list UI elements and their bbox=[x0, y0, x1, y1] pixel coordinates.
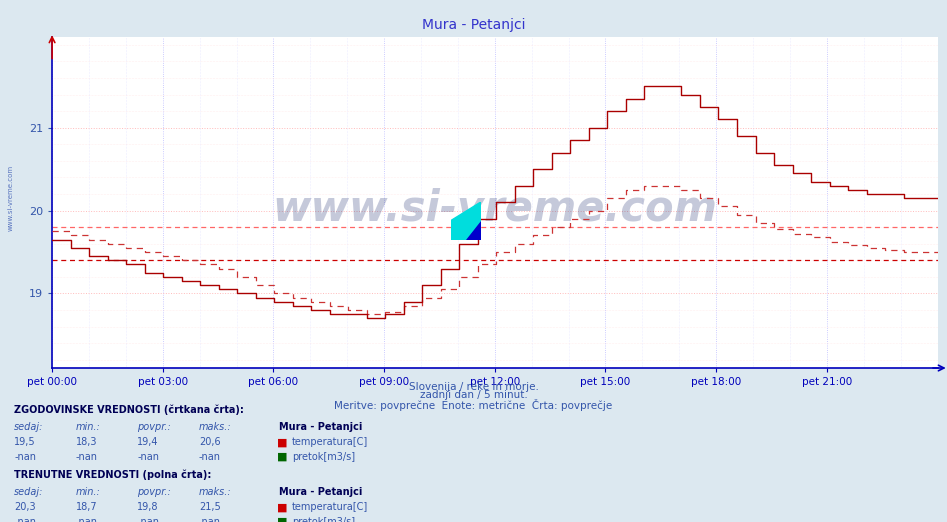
Text: temperatura[C]: temperatura[C] bbox=[292, 502, 368, 512]
Text: 19,8: 19,8 bbox=[137, 502, 159, 512]
Text: ■: ■ bbox=[277, 452, 287, 462]
Text: www.si-vreme.com: www.si-vreme.com bbox=[8, 165, 13, 231]
Text: 19,4: 19,4 bbox=[137, 437, 159, 447]
Text: -nan: -nan bbox=[137, 517, 159, 522]
Text: sedaj:: sedaj: bbox=[14, 487, 44, 496]
Polygon shape bbox=[451, 202, 481, 240]
Text: 21,5: 21,5 bbox=[199, 502, 221, 512]
Text: 20,3: 20,3 bbox=[14, 502, 36, 512]
Text: -nan: -nan bbox=[14, 517, 36, 522]
Text: Slovenija / reke in morje.: Slovenija / reke in morje. bbox=[408, 382, 539, 392]
Text: Mura - Petanjci: Mura - Petanjci bbox=[279, 422, 363, 432]
Text: zadnji dan / 5 minut.: zadnji dan / 5 minut. bbox=[420, 390, 527, 400]
Text: ■: ■ bbox=[277, 437, 287, 447]
Text: -nan: -nan bbox=[199, 452, 221, 462]
Text: temperatura[C]: temperatura[C] bbox=[292, 437, 368, 447]
Text: maks.:: maks.: bbox=[199, 487, 231, 496]
Text: -nan: -nan bbox=[76, 452, 98, 462]
Text: -nan: -nan bbox=[14, 452, 36, 462]
Text: povpr.:: povpr.: bbox=[137, 422, 171, 432]
Text: ZGODOVINSKE VREDNOSTI (črtkana črta):: ZGODOVINSKE VREDNOSTI (črtkana črta): bbox=[14, 405, 244, 415]
Text: 19,5: 19,5 bbox=[14, 437, 36, 447]
Text: 18,7: 18,7 bbox=[76, 502, 98, 512]
Text: sedaj:: sedaj: bbox=[14, 422, 44, 432]
Text: Meritve: povprečne  Enote: metrične  Črta: povprečje: Meritve: povprečne Enote: metrične Črta:… bbox=[334, 399, 613, 411]
Text: TRENUTNE VREDNOSTI (polna črta):: TRENUTNE VREDNOSTI (polna črta): bbox=[14, 469, 211, 480]
Text: min.:: min.: bbox=[76, 487, 100, 496]
Text: 20,6: 20,6 bbox=[199, 437, 221, 447]
Text: pretok[m3/s]: pretok[m3/s] bbox=[292, 517, 355, 522]
Text: pretok[m3/s]: pretok[m3/s] bbox=[292, 452, 355, 462]
Text: www.si-vreme.com: www.si-vreme.com bbox=[273, 188, 717, 230]
Text: 18,3: 18,3 bbox=[76, 437, 98, 447]
Text: ■: ■ bbox=[277, 517, 287, 522]
Text: min.:: min.: bbox=[76, 422, 100, 432]
Text: -nan: -nan bbox=[76, 517, 98, 522]
Text: ■: ■ bbox=[277, 502, 287, 512]
Text: -nan: -nan bbox=[137, 452, 159, 462]
Text: -nan: -nan bbox=[199, 517, 221, 522]
Text: Mura - Petanjci: Mura - Petanjci bbox=[421, 18, 526, 32]
Text: Mura - Petanjci: Mura - Petanjci bbox=[279, 487, 363, 496]
Polygon shape bbox=[466, 221, 481, 240]
Text: povpr.:: povpr.: bbox=[137, 487, 171, 496]
Text: maks.:: maks.: bbox=[199, 422, 231, 432]
